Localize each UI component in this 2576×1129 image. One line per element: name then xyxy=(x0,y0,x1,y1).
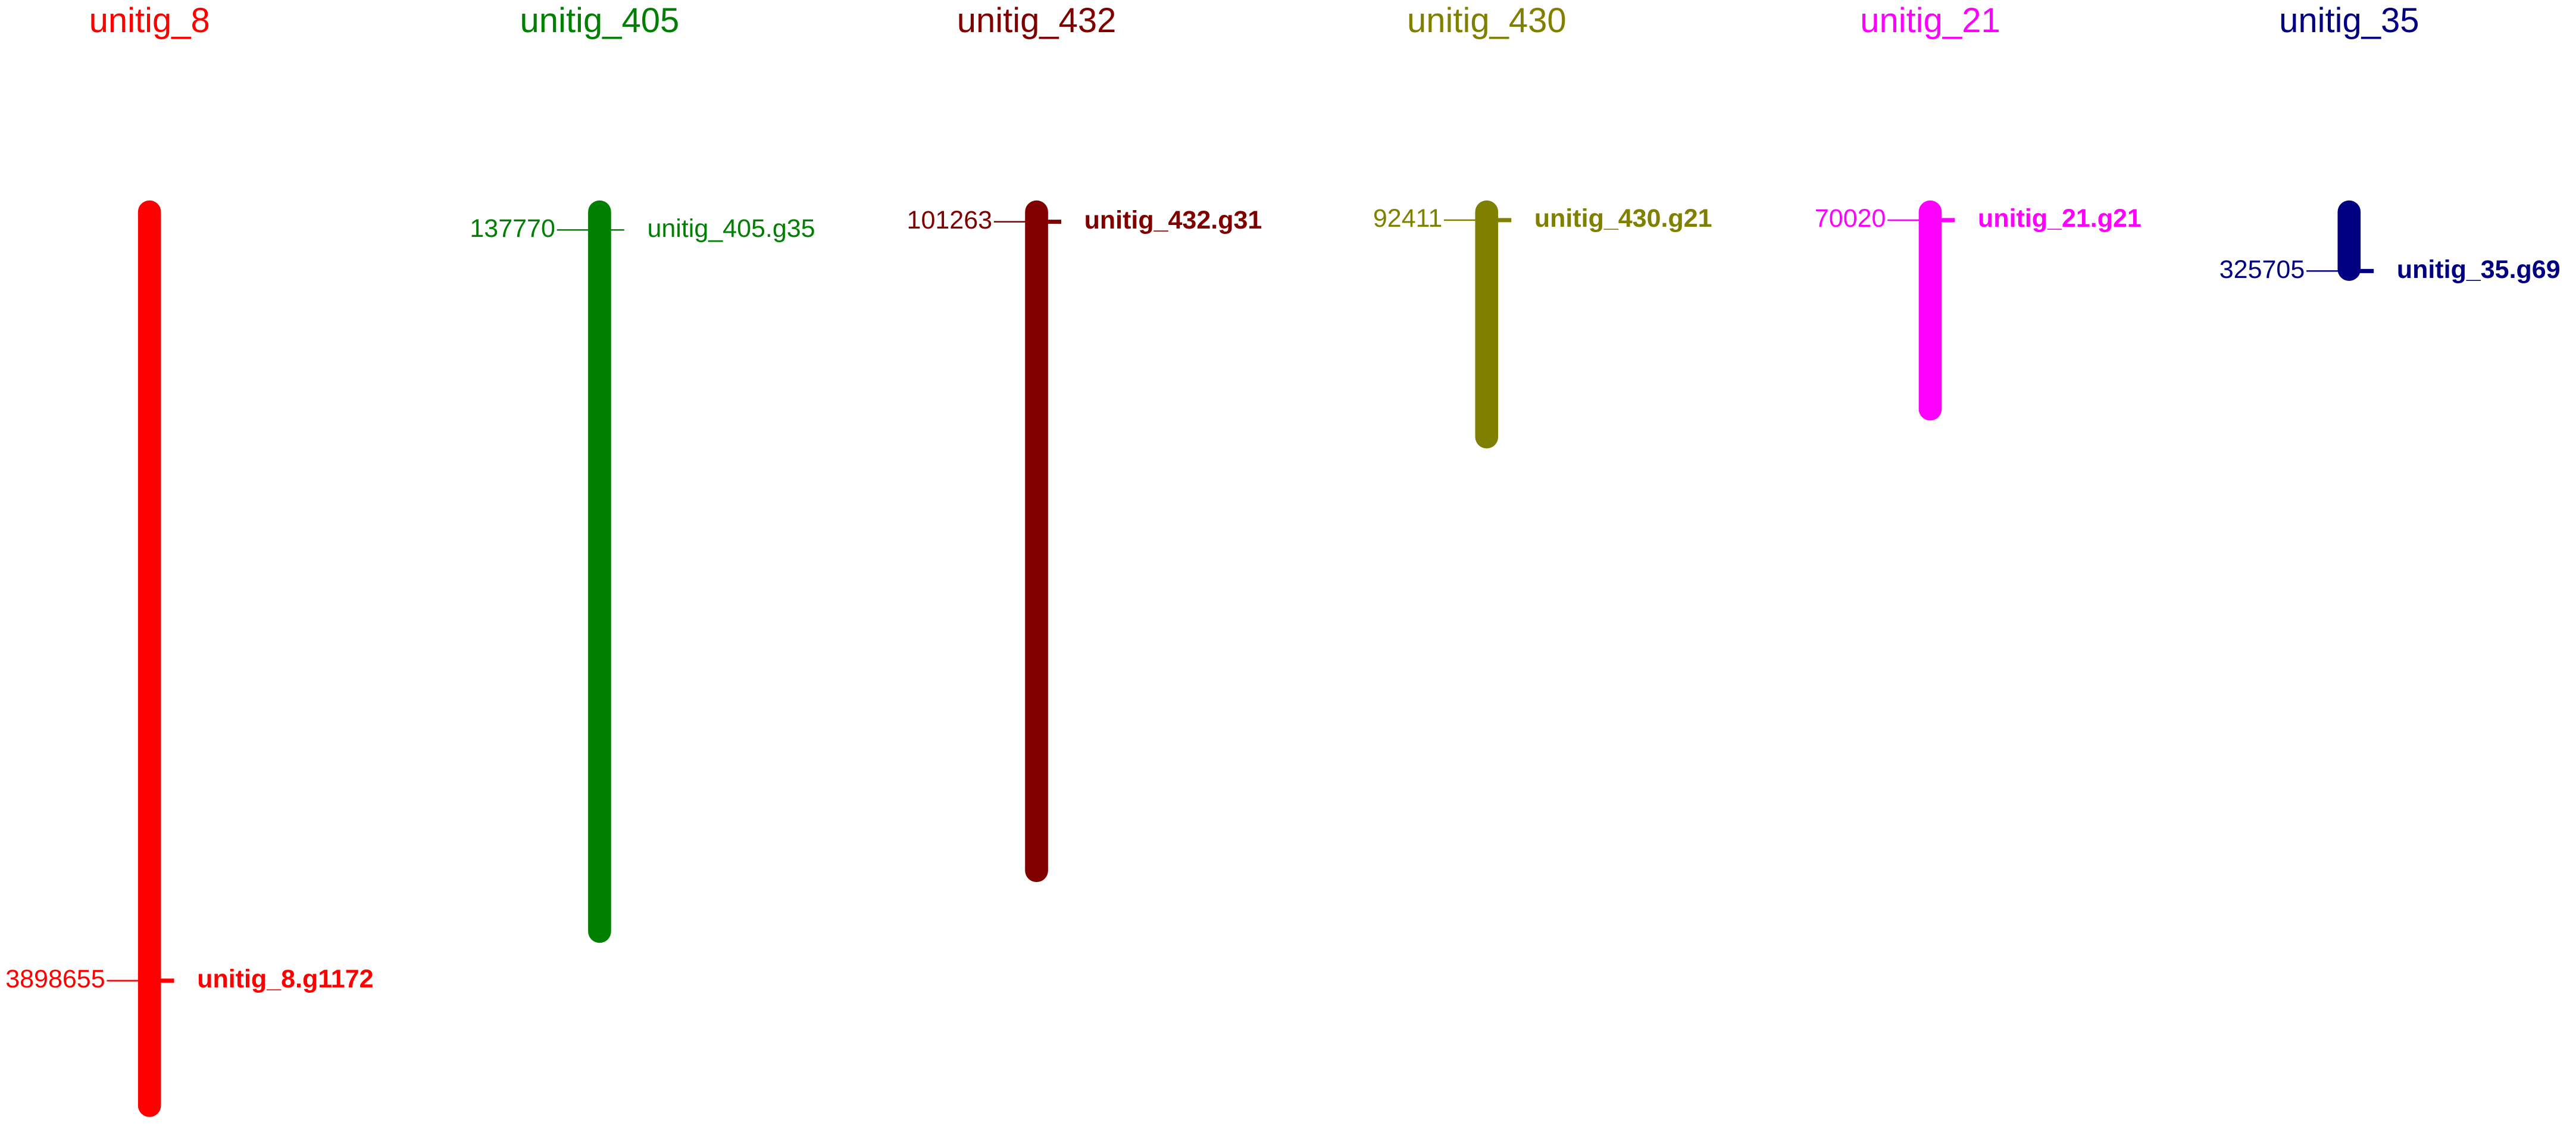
contig: unitig_405 137770 unitig_405.g35 xyxy=(470,1,815,943)
gene-label: unitig_405.g35 xyxy=(647,214,815,243)
contig: unitig_21 70020 unitig_21.g21 xyxy=(1815,1,2142,421)
contig-title: unitig_21 xyxy=(1860,1,2000,40)
marker-position: 70020 xyxy=(1815,204,1886,233)
marker-position: 101263 xyxy=(907,206,993,234)
contig: unitig_8 3898655 unitig_8.g1172 xyxy=(5,1,374,1117)
contig: unitig_432 101263 unitig_432.g31 xyxy=(907,1,1262,883)
contig-title: unitig_8 xyxy=(89,1,210,40)
contig-title: unitig_35 xyxy=(2279,1,2419,40)
marker-position: 325705 xyxy=(2219,255,2305,284)
contig-bar xyxy=(1475,200,1499,449)
contig: unitig_430 92411 unitig_430.g21 xyxy=(1373,1,1712,449)
contig-bar xyxy=(1025,200,1048,883)
gene-label: unitig_430.g21 xyxy=(1534,204,1712,233)
gene-label: unitig_35.g69 xyxy=(2397,255,2561,284)
contig-bar xyxy=(2337,200,2361,281)
contig-bar xyxy=(588,200,611,943)
marker-position: 92411 xyxy=(1373,204,1442,233)
gene-label: unitig_8.g1172 xyxy=(197,965,373,993)
gene-label: unitig_21.g21 xyxy=(1978,204,2142,233)
contig-title: unitig_405 xyxy=(520,1,680,40)
gene-label: unitig_432.g31 xyxy=(1084,206,1262,234)
marker-position: 3898655 xyxy=(5,965,105,993)
marker-position: 137770 xyxy=(470,214,555,243)
contig-bar xyxy=(137,200,161,1117)
contig-title: unitig_430 xyxy=(1407,1,1567,40)
contig-bar xyxy=(1918,200,1942,421)
contig-title: unitig_432 xyxy=(957,1,1117,40)
contig: unitig_35 325705 unitig_35.g69 xyxy=(2219,1,2561,284)
